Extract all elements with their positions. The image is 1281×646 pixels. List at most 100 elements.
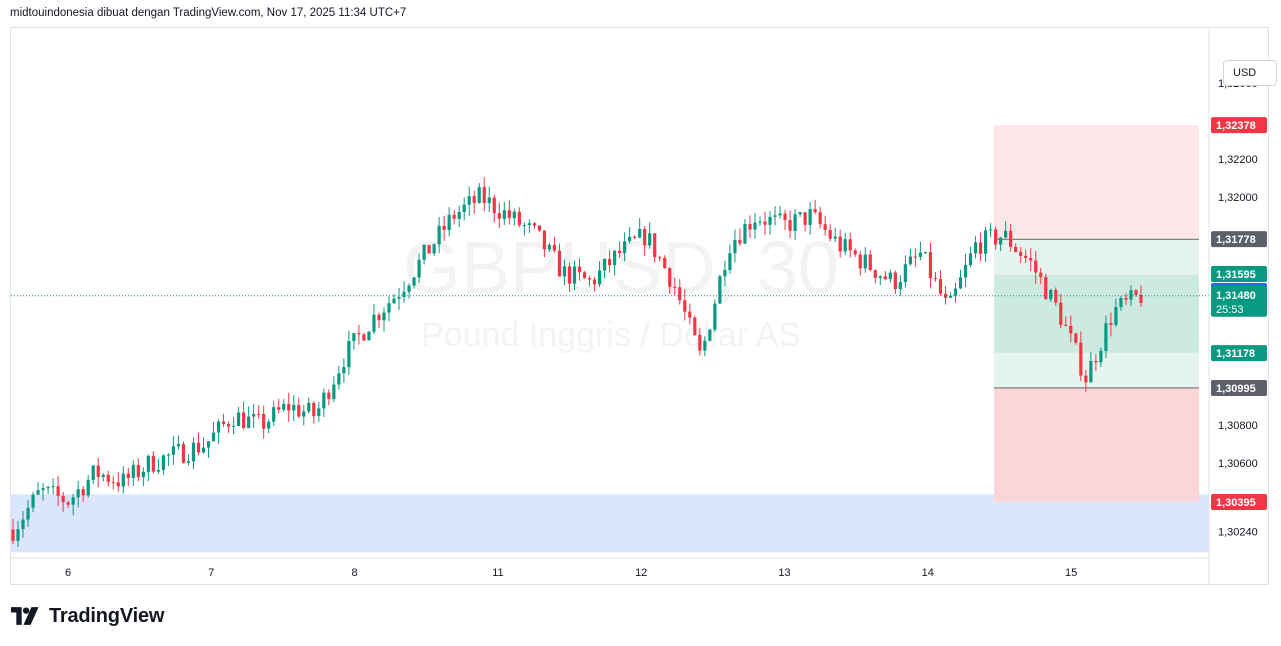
- candle-body: [156, 469, 160, 472]
- candle-body: [633, 236, 637, 238]
- time-tick-label: 6: [65, 567, 71, 579]
- last-price-label: 1,31480: [1216, 290, 1256, 302]
- candle-body: [587, 278, 592, 280]
- candle-body: [1099, 350, 1103, 363]
- candle-body: [297, 404, 301, 417]
- candle-body: [999, 237, 1003, 245]
- price-tick-label: 1,32000: [1218, 192, 1258, 204]
- price-badge-label: 1,31595: [1216, 269, 1256, 281]
- candle-body: [838, 236, 842, 252]
- candle-body: [989, 229, 993, 231]
- candle-body: [973, 242, 978, 254]
- candle-body: [196, 442, 201, 453]
- candle-body: [953, 288, 958, 296]
- currency-selector[interactable]: USD: [1223, 60, 1277, 86]
- candle-body: [357, 333, 361, 335]
- price-badge-label: 1,32378: [1216, 120, 1256, 132]
- candle-body: [963, 264, 968, 278]
- candle-body: [718, 276, 722, 304]
- candle-body: [477, 187, 481, 203]
- candle-body: [557, 250, 562, 277]
- candle-body: [853, 250, 857, 255]
- candle-body: [638, 228, 642, 238]
- candle-body: [868, 254, 872, 271]
- watermark-description: Pound Inggris / Dollar AS: [421, 316, 801, 354]
- last-price-badge: [1211, 285, 1267, 317]
- candle-body: [512, 211, 516, 219]
- candle-body: [71, 497, 75, 505]
- candle-body: [768, 216, 772, 225]
- candle-body: [803, 212, 807, 225]
- candle-body: [41, 488, 45, 491]
- candle-body: [91, 465, 95, 480]
- candle-body: [432, 244, 436, 254]
- candle-body: [1114, 306, 1118, 326]
- candle-body: [783, 213, 787, 221]
- candle-body: [136, 464, 140, 478]
- candle-body: [613, 250, 617, 266]
- candle-body: [537, 225, 541, 231]
- price-badge-label: 1,31778: [1216, 234, 1256, 246]
- candle-body: [392, 298, 396, 304]
- price-badge: [1211, 345, 1267, 362]
- price-badge-label: 1,30395: [1216, 497, 1256, 509]
- candle-body: [171, 446, 176, 455]
- candle-body: [1109, 323, 1113, 326]
- candle-body: [272, 407, 276, 422]
- candle-body: [387, 303, 391, 313]
- candle-body: [522, 225, 526, 227]
- candle-body: [693, 317, 697, 336]
- candle-body: [141, 471, 145, 478]
- time-tick-label: 13: [778, 567, 790, 579]
- candle-body: [96, 465, 100, 477]
- candle-body: [211, 432, 216, 442]
- candle-body: [46, 487, 50, 489]
- candle-body: [372, 314, 376, 332]
- price-badge: [1211, 117, 1267, 134]
- candle-body: [1139, 294, 1143, 303]
- candle-body: [106, 474, 110, 482]
- candle-body: [948, 295, 953, 298]
- candle-body: [151, 455, 155, 472]
- candle-body: [1034, 260, 1038, 273]
- candle-body: [242, 412, 246, 429]
- candle-body: [1084, 375, 1088, 383]
- time-tick-label: 15: [1065, 567, 1077, 579]
- candle-body: [923, 252, 928, 254]
- candle-body: [582, 272, 587, 279]
- candle-body: [116, 482, 120, 487]
- candle-body: [492, 197, 496, 214]
- candle-body: [1069, 325, 1073, 334]
- time-tick-label: 14: [922, 567, 934, 579]
- candle-body: [1014, 246, 1018, 252]
- candle-body: [653, 233, 657, 258]
- candle-body: [778, 213, 782, 216]
- candle-body: [287, 403, 291, 411]
- watermark-symbol: GBPUSD, 30: [403, 226, 839, 309]
- candle-body: [367, 331, 371, 341]
- candle-body: [267, 421, 271, 429]
- candle-body: [1104, 323, 1108, 351]
- price-chart[interactable]: GBPUSD, 30 Pound Inggris / Dollar AS 1,32…: [11, 28, 1270, 586]
- candle-body: [181, 444, 186, 463]
- candle-body: [878, 276, 882, 278]
- candle-body: [161, 455, 165, 470]
- candle-body: [257, 413, 261, 415]
- candle-body: [683, 300, 687, 312]
- time-tick-label: 11: [492, 567, 503, 579]
- candle-body: [978, 242, 983, 254]
- candle-body: [763, 221, 767, 225]
- tradingview-logo[interactable]: TradingView: [11, 603, 164, 629]
- candle-body: [728, 253, 732, 271]
- candle-body: [703, 340, 707, 351]
- candle-body: [1079, 342, 1083, 376]
- candle-body: [31, 494, 35, 508]
- candle-body: [191, 442, 196, 462]
- candle-body: [628, 236, 632, 242]
- candle-body: [166, 454, 171, 456]
- candle-body: [572, 266, 577, 284]
- chart-panel[interactable]: GBPUSD, 30 Pound Inggris / Dollar AS 1,32…: [10, 27, 1277, 586]
- candle-body: [562, 266, 567, 277]
- candle-body: [1009, 230, 1013, 247]
- candle-body: [542, 230, 547, 250]
